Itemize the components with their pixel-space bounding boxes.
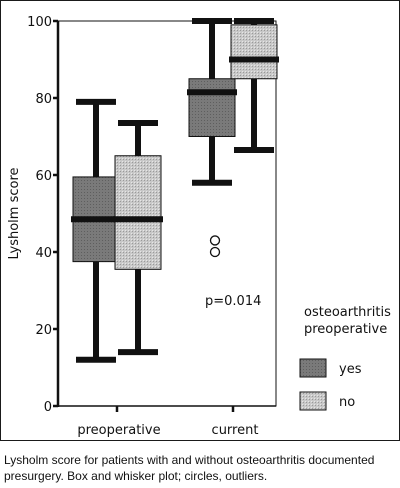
box-yes-current: [188, 78, 236, 137]
box-no-current: [230, 24, 278, 80]
y-axis-title: Lysholm score: [7, 167, 22, 259]
y-tick-label: 0: [44, 400, 52, 415]
y-tick-label: 60: [35, 169, 52, 184]
legend-label-no: no: [339, 395, 355, 410]
y-tick-label: 20: [35, 323, 52, 338]
figure-caption: Lysholm score for patients with and with…: [4, 453, 375, 483]
legend-title: osteoarthritis: [304, 305, 391, 320]
x-tick-label: current: [212, 423, 259, 438]
figure-frame: [0, 0, 400, 441]
box-no-preoperative: [114, 155, 162, 270]
y-tick-label: 80: [35, 92, 52, 107]
y-tick-label: 100: [27, 15, 52, 30]
legend-swatch-yes: [299, 358, 327, 378]
outlier-point: [209, 246, 221, 258]
legend-swatch-no: [299, 391, 327, 411]
x-tick-label: preoperative: [77, 423, 160, 438]
outlier-point: [209, 235, 221, 246]
box-plot-chart: 0 20 40 60 80 100 Lysholm score preoperative cur…: [7, 15, 391, 438]
legend-label-yes: yes: [339, 362, 362, 377]
p-value-annotation: p=0.014: [205, 294, 261, 309]
y-tick-label: 40: [35, 246, 52, 261]
legend-title: preoperative: [304, 322, 387, 337]
